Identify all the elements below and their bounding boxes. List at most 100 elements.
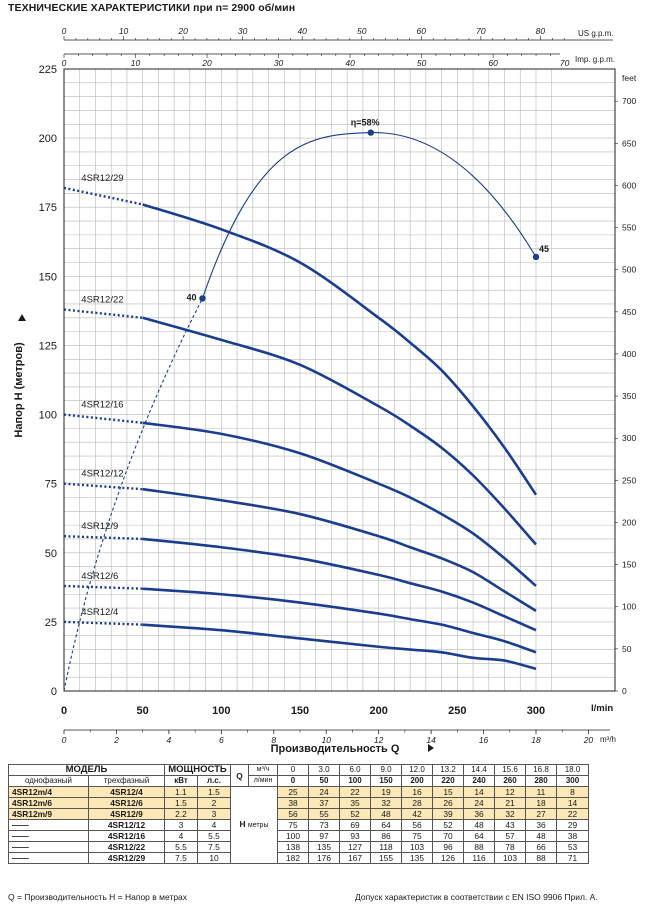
head-value: 38: [277, 797, 309, 809]
head-value: 64: [370, 819, 402, 831]
head-value: 43: [494, 819, 526, 831]
power-hp: 7.5: [197, 841, 231, 853]
table-row: 4SR12m/9 4SR12/9 2.2 3 56 55 52 48 42 39 36 32 27 22: [8, 808, 589, 820]
x-axis-title: Производительность Q: [271, 743, 400, 755]
model-three-phase: 4SR12/6: [88, 797, 165, 809]
header-q-unit-lmin: л/мин: [248, 775, 278, 787]
m3h-unit-label: m³/h: [600, 735, 616, 744]
x-tick-label: 250: [448, 705, 466, 717]
imp-gpm-tick-label: 50: [417, 58, 427, 68]
model-single-phase: ——: [8, 830, 89, 842]
head-value: 176: [308, 852, 340, 864]
footer-tolerance: Допуск характеристик в соответствии с EN…: [355, 892, 598, 902]
feet-tick-label: 100: [622, 602, 636, 612]
feet-tick-label: 150: [622, 560, 636, 570]
q-m3h-value: 16.8: [525, 764, 557, 776]
m3h-tick-label: 6: [219, 735, 224, 745]
feet-tick-label: 200: [622, 517, 636, 527]
model-single-phase: 4SR12m/4: [8, 786, 89, 798]
head-value: 135: [401, 852, 433, 864]
head-value: 100: [277, 830, 309, 842]
y-tick-label: 175: [39, 202, 57, 214]
feet-tick-label: 450: [622, 307, 636, 317]
header-q: Q: [230, 764, 249, 787]
power-hp: 2: [197, 797, 231, 809]
imp-gpm-tick-label: 20: [201, 58, 212, 68]
head-value: 78: [494, 841, 526, 853]
x-tick-label: 200: [369, 705, 387, 717]
head-value: 167: [339, 852, 371, 864]
header-h: H метры: [230, 786, 278, 864]
efficiency-point: [199, 295, 206, 302]
plot-frame: [63, 68, 616, 692]
imp-gpm-tick-label: 60: [488, 58, 498, 68]
head-value: 42: [401, 808, 433, 820]
power-kw: 4: [164, 830, 198, 842]
head-value: 71: [556, 852, 589, 864]
head-value: 55: [308, 808, 340, 820]
x-tick-label: 300: [527, 705, 545, 717]
imp-gpm-tick-label: 0: [62, 58, 67, 68]
header-three-phase: трехфазный: [88, 775, 165, 787]
us-gpm-tick-label: 80: [536, 26, 546, 36]
header-h-letter: H: [239, 819, 248, 829]
footer-legend: Q = Производительность H = Напор в метра…: [8, 892, 188, 902]
head-value: 88: [463, 841, 495, 853]
header-hp: л.с.: [197, 775, 231, 787]
x-unit-label: l/min: [591, 703, 613, 714]
table-row: —— 4SR12/12 3 4 75 73 69 64 56 52 48 43 36 29: [8, 819, 589, 831]
head-value: 39: [432, 808, 464, 820]
head-value: 35: [339, 797, 371, 809]
head-value: 88: [525, 852, 557, 864]
head-value: 19: [370, 786, 402, 798]
head-value: 52: [339, 808, 371, 820]
head-value: 53: [556, 841, 589, 853]
y-arrow-icon: [18, 314, 26, 321]
head-value: 14: [463, 786, 495, 798]
curve-label: 4SR12/16: [81, 400, 123, 411]
head-value: 182: [277, 852, 309, 864]
head-value: 36: [463, 808, 495, 820]
imp-gpm-tick-label: 70: [560, 58, 570, 68]
m3h-tick-label: 0: [62, 735, 67, 745]
y-tick-label: 225: [39, 64, 57, 76]
head-value: 126: [432, 852, 464, 864]
q-lmin-value: 200: [401, 775, 433, 787]
feet-tick-label: 0: [622, 686, 627, 696]
feet-tick-label: 400: [622, 349, 636, 359]
power-hp: 3: [197, 808, 231, 820]
q-lmin-value: 0: [277, 775, 309, 787]
feet-tick-label: 600: [622, 180, 636, 190]
q-lmin-value: 100: [339, 775, 371, 787]
head-value: 73: [308, 819, 340, 831]
header-single-phase: однофазный: [8, 775, 89, 787]
q-m3h-value: 9.0: [370, 764, 402, 776]
power-kw: 1.1: [164, 786, 198, 798]
head-value: 25: [277, 786, 309, 798]
us-gpm-unit-label: US g.p.m.: [578, 29, 614, 38]
q-lmin-value: 150: [370, 775, 402, 787]
page-title: ТЕХНИЧЕСКИЕ ХАРАКТЕРИСТИКИ при n= 2900 о…: [8, 2, 296, 14]
model-three-phase: 4SR12/12: [88, 819, 165, 831]
curve-dotted-4SR12-4: [63, 620, 143, 626]
power-kw: 5.5: [164, 841, 198, 853]
head-value: 38: [556, 830, 589, 842]
q-m3h-value: 15.6: [494, 764, 526, 776]
y-tick-label: 150: [39, 271, 57, 283]
y-tick-label: 200: [39, 133, 57, 145]
curve-label: 4SR12/9: [81, 521, 118, 532]
q-m3h-value: 0: [277, 764, 309, 776]
table-row: 4SR12m/4 4SR12/4 1.1 1.5 H метры 25 24 22 19 16 15…: [8, 786, 589, 864]
m3h-tick-label: 2: [113, 735, 119, 745]
curve-label: 4SR12/6: [81, 571, 118, 582]
us-gpm-tick-label: 60: [417, 26, 427, 36]
efficiency-curve: [201, 132, 537, 299]
power-kw: 1.5: [164, 797, 198, 809]
curve-label: 4SR12/22: [81, 295, 123, 306]
model-three-phase: 4SR12/16: [88, 830, 165, 842]
model-single-phase: 4SR12m/9: [8, 808, 89, 820]
imp-gpm-tick-label: 30: [274, 58, 284, 68]
curve-4SR12-29: [142, 203, 538, 496]
